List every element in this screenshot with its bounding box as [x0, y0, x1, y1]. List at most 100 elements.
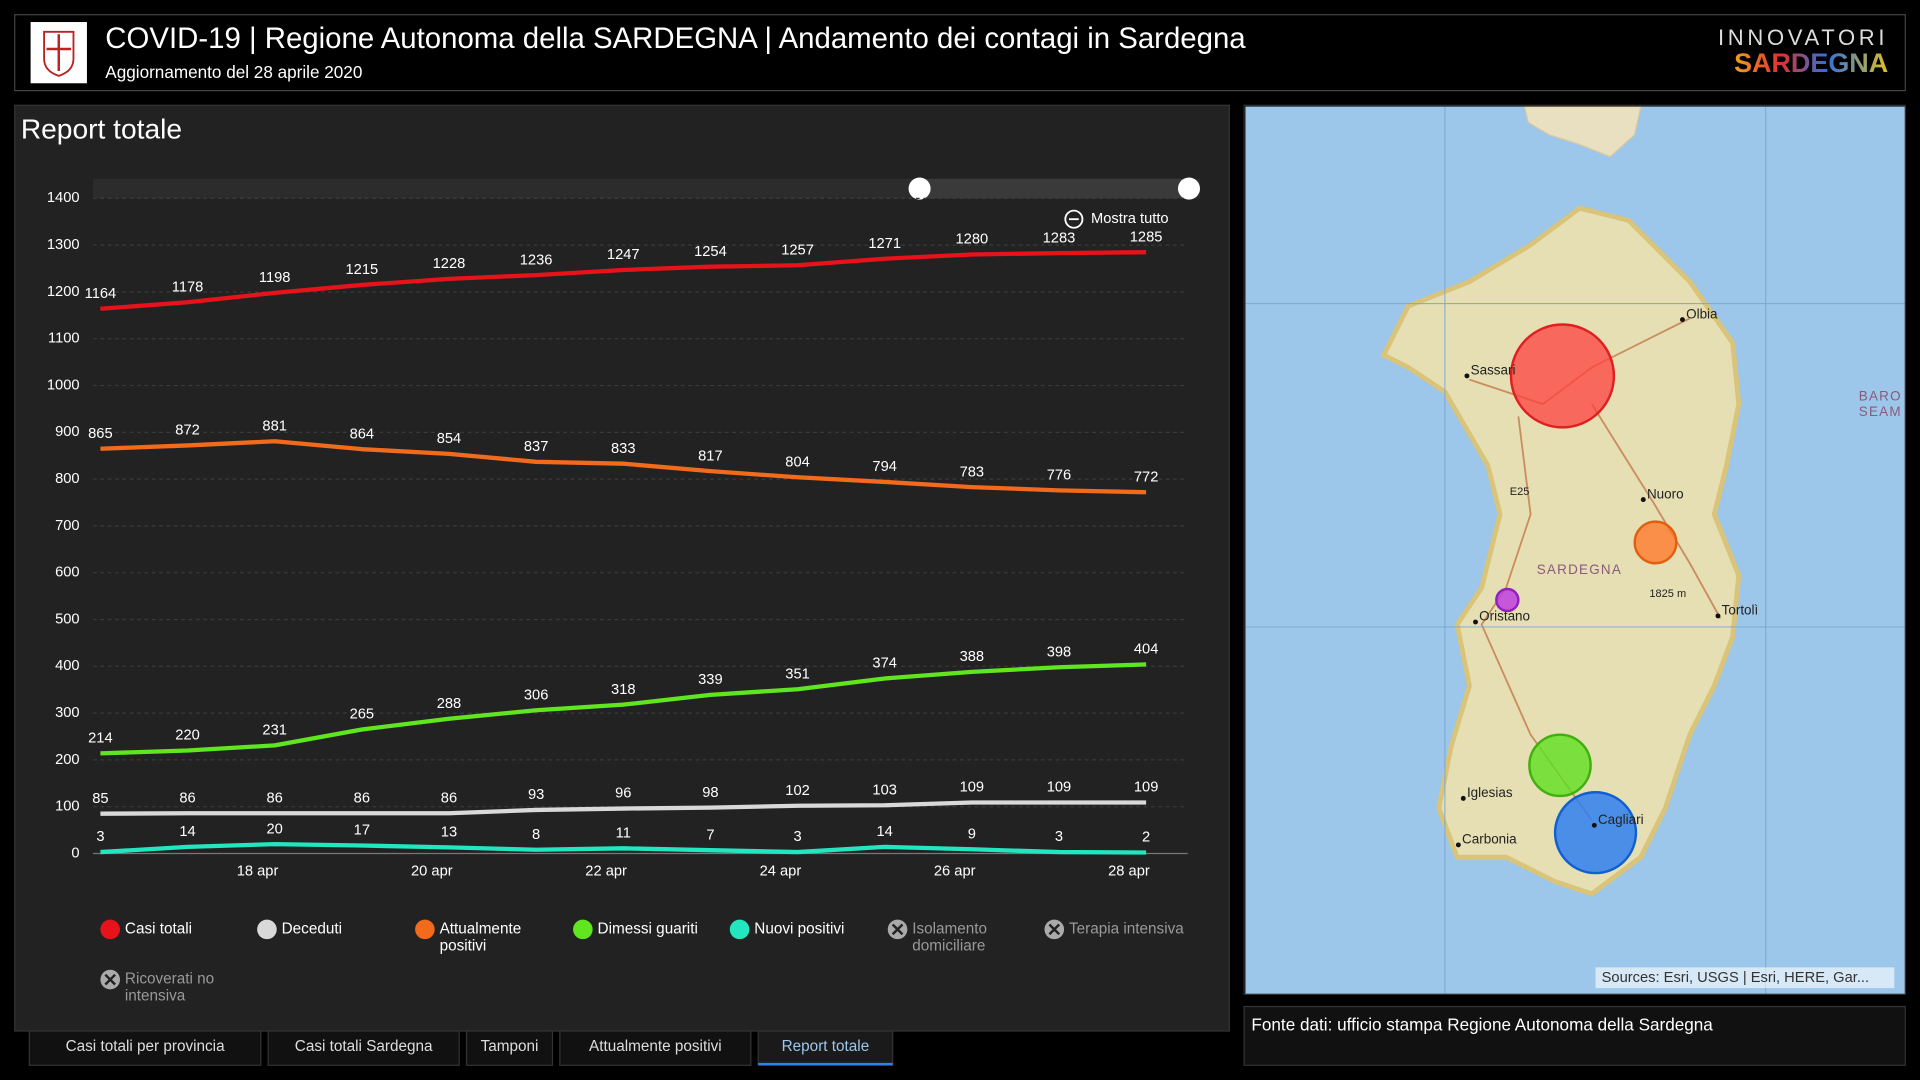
map-city-dot [1640, 497, 1646, 503]
legend-label-off[interactable]: Terapia intensiva [1069, 920, 1184, 937]
data-label: 86 [267, 790, 283, 806]
data-label: 1215 [345, 262, 378, 278]
y-tick-label: 1200 [47, 284, 80, 300]
data-label: 85 [92, 791, 108, 807]
x-tick-label: 26 apr [934, 864, 976, 880]
data-label: 96 [615, 786, 631, 802]
zoom-icon[interactable] [1064, 209, 1084, 229]
data-label: 404 [1134, 642, 1159, 658]
legend-label[interactable]: Attualmente positivi [440, 920, 522, 954]
header [14, 14, 1906, 92]
data-label: 3 [96, 829, 104, 845]
data-label: 1247 [607, 247, 640, 263]
legend-swatch[interactable] [100, 919, 120, 940]
legend-label[interactable]: Deceduti [282, 920, 342, 937]
series-line [100, 841, 1147, 855]
y-tick-label: 400 [55, 658, 80, 674]
series-line [100, 439, 1147, 495]
map-bubble[interactable] [1633, 520, 1678, 565]
data-label: 833 [611, 441, 636, 457]
data-label: 8 [532, 827, 540, 843]
data-label: 804 [785, 454, 810, 470]
data-label: 794 [872, 459, 897, 475]
map-label: Carbonia [1462, 832, 1517, 847]
map-bubble[interactable] [1553, 791, 1638, 875]
data-label: 1285 [1130, 229, 1163, 245]
tab-label[interactable]: Attualmente positivi [589, 1038, 722, 1055]
legend-swatch[interactable] [729, 919, 750, 940]
data-label: 17 [354, 823, 370, 839]
series-line [100, 662, 1147, 756]
map-bubble[interactable] [1509, 323, 1616, 429]
tab[interactable] [267, 1030, 460, 1066]
brand-top: INNOVATORI [1718, 25, 1888, 50]
data-label: 772 [1134, 469, 1159, 485]
x-tick-label: 28 apr [1108, 864, 1150, 880]
y-tick-label: 700 [55, 518, 80, 534]
data-label: 1257 [781, 242, 814, 258]
map-graticule [1245, 106, 1906, 995]
data-label: 214 [88, 731, 113, 747]
map-frame [1243, 104, 1906, 995]
data-label: 864 [350, 426, 375, 442]
legend-off-x [891, 923, 904, 936]
zoom-button[interactable]: Mostra tutto [1091, 211, 1169, 227]
y-tick-label: 1100 [48, 331, 80, 347]
data-label: 1198 [259, 270, 291, 286]
map-label: SARDEGNA [1537, 562, 1622, 577]
y-tick-label: 100 [55, 799, 80, 815]
data-label: 103 [872, 782, 897, 798]
legend-label-off[interactable]: Ricoverati no intensiva [125, 971, 214, 1005]
legend-label-off[interactable]: Isolamento domiciliare [912, 920, 987, 954]
data-label: 20 [267, 821, 283, 837]
map-bubble[interactable] [1495, 587, 1520, 613]
tab[interactable] [465, 1030, 554, 1066]
series-line [100, 800, 1147, 816]
legend: Casi totali Deceduti Attualmente positivi Di… [100, 919, 1184, 1005]
data-label: 102 [785, 783, 810, 799]
chart-panel [14, 104, 1230, 1032]
map-label: E25 [1510, 486, 1530, 498]
data-label: 776 [1047, 468, 1072, 484]
x-tick-label: 22 apr [585, 864, 627, 880]
data-label: 98 [702, 785, 718, 801]
scroll-handle[interactable] [908, 177, 931, 200]
legend-label[interactable]: Dimessi guariti [598, 920, 698, 937]
scroll-handle[interactable] [1177, 177, 1200, 200]
map-city-dot [1715, 613, 1721, 619]
map-bubble[interactable] [1528, 733, 1592, 798]
x-tick-label: 24 apr [760, 864, 802, 880]
legend-label[interactable]: Nuovi positivi [754, 920, 844, 937]
data-label: 854 [437, 431, 462, 447]
tab-label[interactable]: Report totale [782, 1038, 870, 1055]
map-label: 1825 m [1649, 588, 1686, 600]
data-label: 398 [1047, 644, 1072, 660]
data-label: 1271 [868, 236, 901, 252]
data-label: 109 [1047, 780, 1072, 796]
tab[interactable] [28, 1030, 262, 1066]
y-tick-label: 900 [55, 424, 80, 440]
data-label: 3 [793, 829, 801, 845]
data-label: 9 [968, 826, 976, 842]
data-label: 7 [706, 827, 714, 843]
data-label: 1280 [955, 232, 988, 248]
tab[interactable] [559, 1030, 752, 1066]
legend-swatch[interactable] [573, 919, 593, 940]
tab-label[interactable]: Casi totali Sardegna [295, 1038, 433, 1055]
map-city-dot [1473, 619, 1478, 625]
legend-label[interactable]: Casi totali [125, 920, 192, 937]
legend-swatch[interactable] [257, 919, 277, 940]
map-corsica [1523, 106, 1642, 158]
data-label: 231 [262, 723, 287, 739]
data-label: 351 [785, 666, 810, 682]
data-label: 881 [262, 418, 287, 434]
data-label: 2 [1142, 830, 1150, 846]
legend-swatch[interactable] [415, 919, 435, 940]
tab-label[interactable]: Casi totali per provincia [66, 1038, 225, 1055]
tab[interactable] [757, 1030, 894, 1066]
tab-label[interactable]: Tamponi [481, 1038, 539, 1055]
data-label: 1178 [172, 279, 204, 295]
map: Olbia Sassari Nuoro SARDEGNA Oristano Tortolì… [1245, 106, 1906, 995]
data-label: 109 [1134, 780, 1159, 796]
